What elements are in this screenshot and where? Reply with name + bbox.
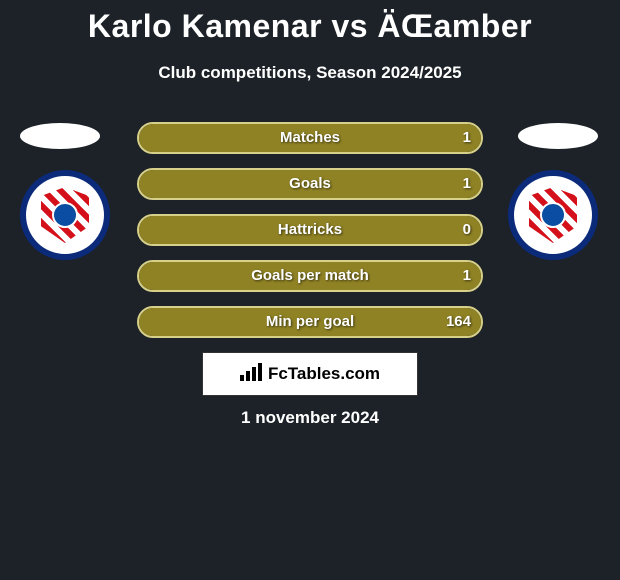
stat-value: 1 bbox=[463, 170, 471, 198]
brand-text: FcTables.com bbox=[268, 364, 380, 384]
stat-value: 1 bbox=[463, 124, 471, 152]
stat-value: 164 bbox=[446, 308, 471, 336]
stat-row: Min per goal164 bbox=[137, 306, 483, 338]
club-logo-right bbox=[508, 170, 598, 260]
stat-row: Hattricks0 bbox=[137, 214, 483, 246]
stat-label: Min per goal bbox=[139, 308, 481, 336]
stat-value: 0 bbox=[463, 216, 471, 244]
flag-icon bbox=[518, 123, 598, 149]
stat-label: Hattricks bbox=[139, 216, 481, 244]
stat-label: Matches bbox=[139, 124, 481, 152]
stat-row: Goals1 bbox=[137, 168, 483, 200]
subtitle: Club competitions, Season 2024/2025 bbox=[0, 63, 620, 83]
stat-row: Goals per match1 bbox=[137, 260, 483, 292]
stat-label: Goals bbox=[139, 170, 481, 198]
stat-row: Matches1 bbox=[137, 122, 483, 154]
brand-badge: FcTables.com bbox=[202, 352, 418, 396]
flag-icon bbox=[20, 123, 100, 149]
shield-icon bbox=[41, 187, 89, 243]
flag-right bbox=[518, 123, 598, 149]
stat-label: Goals per match bbox=[139, 262, 481, 290]
club-logo-left bbox=[20, 170, 110, 260]
date-text: 1 november 2024 bbox=[0, 408, 620, 428]
bars-icon bbox=[240, 363, 262, 386]
stats-list: Matches1Goals1Hattricks0Goals per match1… bbox=[137, 122, 483, 352]
flag-left bbox=[20, 123, 100, 149]
shield-icon bbox=[529, 187, 577, 243]
stat-value: 1 bbox=[463, 262, 471, 290]
page-title: Karlo Kamenar vs ÄŒamber bbox=[0, 0, 620, 45]
